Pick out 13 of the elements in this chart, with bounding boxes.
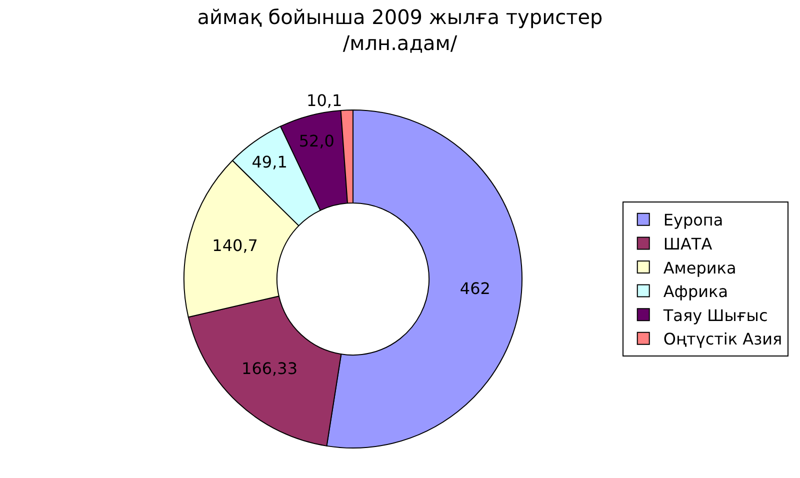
legend-label: Оңтүстік Азия xyxy=(663,330,782,349)
data-label: 140,7 xyxy=(212,236,258,256)
data-label: 166,33 xyxy=(242,359,298,378)
data-label: 10,1 xyxy=(306,91,342,110)
legend-label: Еуропа xyxy=(663,210,724,230)
data-label: 52,0 xyxy=(298,132,334,151)
legend-label: Африка xyxy=(663,282,728,302)
chart-title: аймақ бойынша 2009 жылға туристер /млн.адам/ xyxy=(197,4,603,55)
legend-label: ШАТА xyxy=(663,234,712,254)
data-label: 462 xyxy=(460,279,490,298)
legend-label: Таяу Шығыс xyxy=(662,306,768,325)
legend-label: Америка xyxy=(663,258,736,278)
data-label: 49,1 xyxy=(252,152,288,172)
